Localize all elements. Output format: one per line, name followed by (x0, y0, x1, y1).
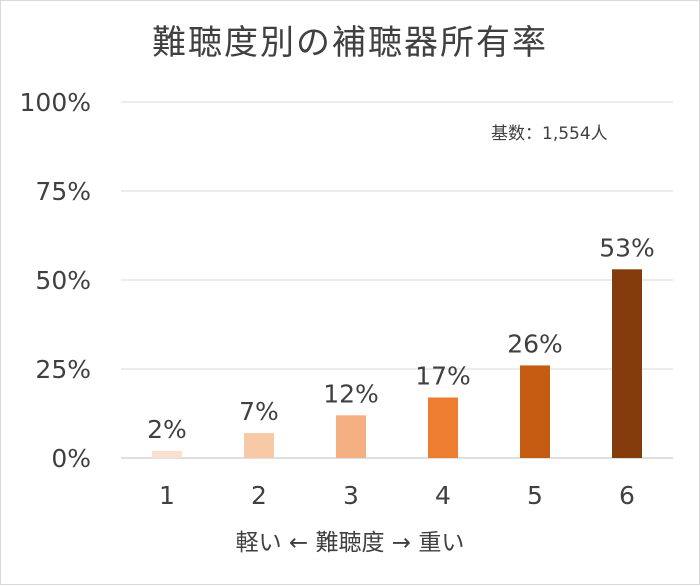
y-tick-label: 25% (35, 355, 91, 384)
y-tick-label: 100% (20, 88, 91, 117)
x-tick-label: 5 (527, 481, 543, 510)
bar (152, 450, 182, 458)
y-tick-label: 0% (51, 444, 91, 473)
x-tick-label: 1 (159, 481, 175, 510)
x-tick-label: 6 (619, 481, 635, 510)
bar (336, 415, 366, 458)
sample-size-note: 基数：1,554人 (491, 124, 608, 144)
chart-title: 難聴度別の補聴器所有率 (152, 23, 548, 63)
x-tick-label: 2 (251, 481, 267, 510)
x-tick-label: 4 (435, 481, 451, 510)
x-tick-label: 3 (343, 481, 359, 510)
bar (244, 433, 274, 458)
x-axis-label: 軽い ← 難聴度 → 重い (235, 530, 465, 556)
data-label: 26% (507, 329, 563, 358)
data-label: 2% (147, 415, 187, 444)
y-tick-label: 75% (35, 177, 91, 206)
data-label: 7% (239, 397, 279, 426)
y-tick-label: 50% (35, 266, 91, 295)
data-label: 12% (323, 379, 379, 408)
data-label: 17% (415, 361, 471, 390)
data-label: 53% (599, 233, 655, 262)
bar (520, 365, 550, 458)
bar (428, 397, 458, 458)
bar (612, 269, 642, 458)
